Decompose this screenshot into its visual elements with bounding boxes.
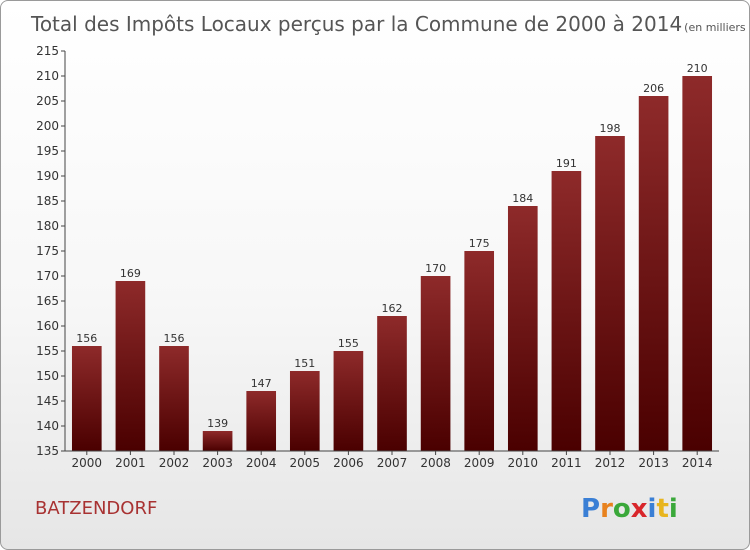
x-tick-label-2002: 2002 bbox=[159, 456, 190, 470]
x-tick-label-2004: 2004 bbox=[246, 456, 277, 470]
x-tick-label-2003: 2003 bbox=[202, 456, 233, 470]
x-tick-label-2013: 2013 bbox=[638, 456, 669, 470]
y-tick-label: 135 bbox=[36, 444, 59, 458]
bar-2012 bbox=[595, 136, 625, 451]
bar-2006 bbox=[333, 351, 364, 451]
y-tick-label: 215 bbox=[36, 44, 59, 58]
y-tick-label: 200 bbox=[36, 119, 59, 133]
x-tick-label-2008: 2008 bbox=[420, 456, 451, 470]
logo-letter: i bbox=[669, 494, 678, 524]
x-tick-label-2000: 2000 bbox=[72, 456, 103, 470]
value-label-2007: 162 bbox=[382, 302, 403, 315]
value-label-2006: 155 bbox=[338, 337, 359, 350]
x-tick-label-2010: 2010 bbox=[508, 456, 539, 470]
bar-2010 bbox=[507, 206, 538, 451]
logo-letter: t bbox=[656, 494, 668, 524]
x-axis: 2000 2001 2002 2003 2004 2005 2006 2007 2008 2009… bbox=[65, 450, 719, 470]
y-tick-label: 195 bbox=[36, 144, 59, 158]
value-label-2004: 147 bbox=[251, 377, 272, 390]
value-label-2001: 169 bbox=[120, 267, 141, 280]
y-tick-label: 170 bbox=[36, 269, 59, 283]
bar-2013 bbox=[638, 96, 669, 451]
x-tick-label-2014: 2014 bbox=[682, 456, 713, 470]
bar-2008 bbox=[420, 276, 451, 451]
bar-2001 bbox=[115, 281, 146, 451]
y-axis: 135 140 145 150 155 160 165 170 175 180 185 190 195 2… bbox=[36, 44, 66, 458]
value-label-2009: 175 bbox=[469, 237, 490, 250]
bar-2011 bbox=[551, 171, 582, 451]
logo-letter: o bbox=[613, 494, 631, 524]
y-tick-label: 150 bbox=[36, 369, 59, 383]
bar-2000 bbox=[71, 346, 102, 451]
y-tick-label: 190 bbox=[36, 169, 59, 183]
bar-2003 bbox=[202, 431, 233, 451]
y-tick-label: 175 bbox=[36, 244, 59, 258]
y-tick-label: 180 bbox=[36, 219, 59, 233]
value-label-2002: 156 bbox=[164, 332, 185, 345]
x-tick-label-2005: 2005 bbox=[290, 456, 321, 470]
x-tick-label-2012: 2012 bbox=[595, 456, 626, 470]
value-label-2014: 210 bbox=[687, 62, 708, 75]
x-tick-label-2006: 2006 bbox=[333, 456, 364, 470]
logo-letter: r bbox=[600, 494, 613, 524]
bar-2009 bbox=[464, 251, 495, 451]
logo-letter: x bbox=[631, 494, 648, 524]
bar-2002 bbox=[159, 346, 189, 451]
y-tick-label: 160 bbox=[36, 319, 59, 333]
y-tick-label: 210 bbox=[36, 69, 59, 83]
x-tick-label-2007: 2007 bbox=[377, 456, 408, 470]
bar-2007 bbox=[377, 316, 407, 451]
bar-2014 bbox=[682, 76, 713, 451]
value-label-2012: 198 bbox=[600, 122, 621, 135]
chart-title: Total des Impôts Locaux perçus par la Co… bbox=[30, 12, 749, 36]
logo-letter: i bbox=[648, 494, 657, 524]
value-label-2000: 156 bbox=[76, 332, 97, 345]
proxiti-logo: Proxiti bbox=[581, 494, 678, 524]
bar-2005 bbox=[289, 371, 320, 451]
commune-name: BATZENDORF bbox=[35, 498, 157, 519]
value-label-2010: 184 bbox=[512, 192, 533, 205]
value-label-2013: 206 bbox=[643, 82, 664, 95]
logo-letter: P bbox=[581, 494, 600, 524]
x-tick-label-2009: 2009 bbox=[464, 456, 495, 470]
bars: 156 169 156 139 147 151 155 162 170 175 184 191 198 2… bbox=[71, 62, 713, 451]
value-label-2008: 170 bbox=[425, 262, 446, 275]
y-tick-label: 140 bbox=[36, 419, 59, 433]
x-tick-label-2001: 2001 bbox=[115, 456, 146, 470]
y-tick-label: 185 bbox=[36, 194, 59, 208]
chart-unit: (en milliers d'€) bbox=[684, 21, 749, 34]
value-label-2011: 191 bbox=[556, 157, 577, 170]
y-tick-label: 145 bbox=[36, 394, 59, 408]
x-tick-label-2011: 2011 bbox=[551, 456, 582, 470]
y-tick-label: 155 bbox=[36, 344, 59, 358]
chart-title-text: Total des Impôts Locaux perçus par la Co… bbox=[30, 12, 682, 36]
value-label-2003: 139 bbox=[207, 417, 228, 430]
y-tick-label: 205 bbox=[36, 94, 59, 108]
value-label-2005: 151 bbox=[294, 357, 315, 370]
y-tick-label: 165 bbox=[36, 294, 59, 308]
bar-2004 bbox=[246, 391, 277, 451]
